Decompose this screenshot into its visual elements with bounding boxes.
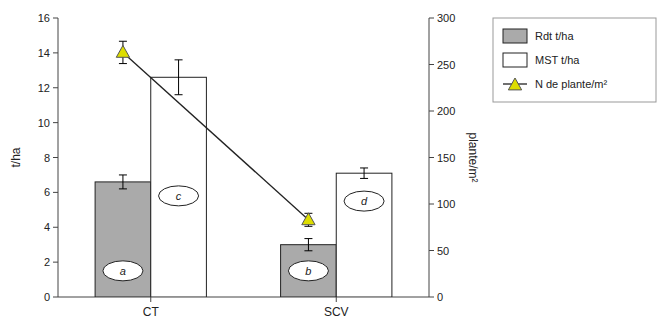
bar (336, 173, 392, 297)
legend-label: MST t/ha (535, 54, 580, 66)
y-axis-label: t/ha (9, 147, 23, 167)
y-tick (53, 87, 58, 88)
y2-tick (429, 64, 434, 65)
y2-tick (429, 18, 434, 19)
bar (151, 77, 207, 297)
error-bar-stem (178, 60, 179, 95)
error-bar-cap (360, 178, 368, 179)
line (123, 52, 308, 219)
error-bar-cap (304, 226, 312, 227)
y2-tick-label: 150 (437, 152, 455, 164)
bar (95, 182, 151, 297)
y2-axis-label: plante/m² (466, 132, 480, 182)
error-bar (175, 60, 183, 95)
y-tick (53, 122, 58, 123)
error-bar-cap (304, 238, 312, 239)
x-tick-label: CT (143, 305, 160, 319)
annotation-ellipse (288, 261, 328, 281)
legend-label: N de plante/m² (535, 78, 607, 90)
y-tick (53, 157, 58, 158)
y-tick-label: 2 (44, 256, 50, 268)
annotation-ellipse (103, 261, 143, 281)
annotation-text: b (305, 265, 311, 277)
y2-tick-label: 300 (437, 12, 455, 24)
legend-swatch (503, 29, 527, 43)
y-tick-label: 16 (38, 12, 50, 24)
error-bar (304, 239, 312, 251)
y2-tick-label: 50 (437, 245, 449, 257)
annotation-text: d (361, 195, 368, 207)
error-bar-cap (175, 94, 183, 95)
error-bar-cap (119, 63, 127, 64)
y-tick (53, 18, 58, 19)
chart: 0 2 4 6 8 10 12 14 16 0 50 100 150 200 250 300 CT SCV t/ha… (0, 0, 664, 331)
y-tick-label: 0 (44, 291, 50, 303)
y2-tick-label: 250 (437, 59, 455, 71)
line-marker (116, 45, 129, 57)
y-tick (53, 227, 58, 228)
page: {"chart_data": {"type": "bar", "categori… (0, 0, 664, 331)
axes: 0 2 4 6 8 10 12 14 16 0 50 100 150 200 250 300 CT SCV t/ha… (9, 12, 480, 319)
error-bar-cap (304, 250, 312, 251)
legend-label: Rdt t/ha (535, 30, 574, 42)
y2-tick-label: 0 (437, 291, 443, 303)
y-tick-label: 6 (44, 186, 50, 198)
x-tick (150, 297, 151, 302)
y2-tick (429, 157, 434, 158)
y-tick (53, 52, 58, 53)
annotation-text: a (120, 265, 126, 277)
y2-tick (429, 250, 434, 251)
y-tick (53, 297, 58, 298)
marks (95, 41, 392, 297)
annotations: a b c d (103, 186, 384, 281)
legend-swatch (503, 53, 527, 67)
error-bar (360, 168, 368, 178)
y-tick (53, 262, 58, 263)
y-tick-label: 14 (38, 47, 50, 59)
y2-tick (429, 297, 434, 298)
error-bar-cap (119, 41, 127, 42)
error-bar-cap (119, 188, 127, 189)
bar (281, 245, 337, 297)
annotation-ellipse (159, 186, 199, 206)
y-tick-label: 10 (38, 117, 50, 129)
y-tick-label: 8 (44, 152, 50, 164)
x-tick (336, 297, 337, 302)
y-tick-label: 4 (44, 221, 50, 233)
annotation-text: c (176, 190, 182, 202)
y2-tick (429, 111, 434, 112)
y2-tick-label: 100 (437, 198, 455, 210)
error-bar-cap (175, 59, 183, 60)
y-tick (53, 192, 58, 193)
legend: Rdt t/ha MST t/ha N de plante/m² (493, 18, 656, 102)
error-bar-stem (308, 239, 309, 251)
error-bar-stem (364, 168, 365, 178)
error-bar-cap (119, 174, 127, 175)
y-tick-label: 12 (38, 82, 50, 94)
error-bar-stem (122, 175, 123, 189)
line-marker (302, 213, 315, 225)
annotation-ellipse (344, 191, 384, 211)
error-bar (119, 175, 127, 189)
error-bar-cap (360, 167, 368, 168)
y2-tick (429, 204, 434, 205)
legend-marker (508, 78, 521, 90)
legend-frame (493, 18, 656, 102)
y2-tick-label: 200 (437, 105, 455, 117)
x-tick-label: SCV (324, 305, 349, 319)
